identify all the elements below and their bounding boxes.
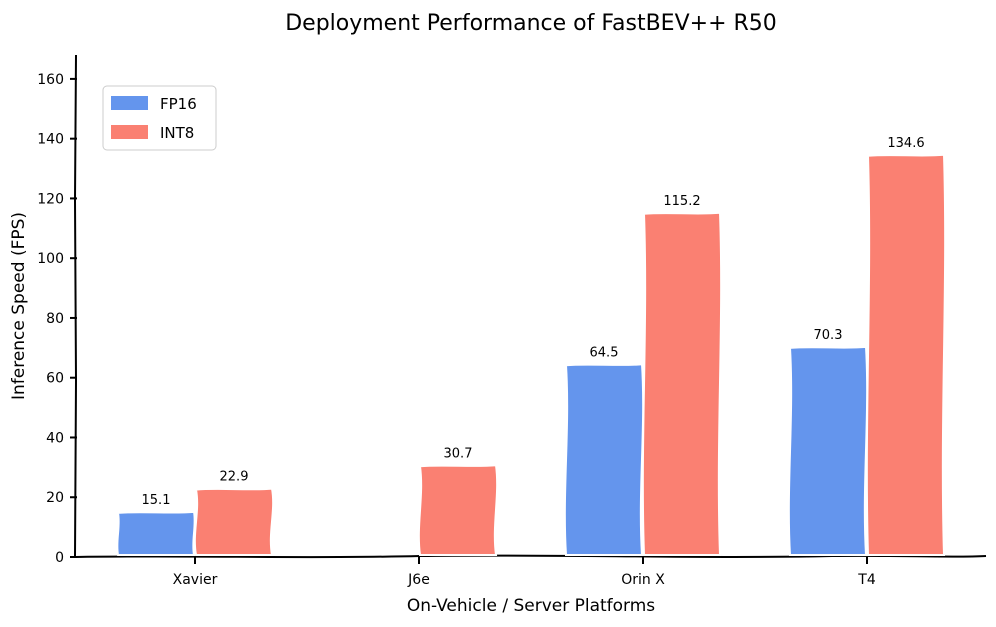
bars: 15.1 64.5 70.3 22.9 30.7 115.2 134.6 [116, 136, 947, 556]
x-tick-label: Xavier [173, 572, 218, 588]
bar-int8-orin-x [641, 211, 723, 556]
y-tick-label: 120 [37, 191, 64, 207]
y-tick-label: 80 [46, 311, 64, 327]
data-label: 22.9 [220, 470, 249, 485]
bar-int8-j6e [417, 464, 499, 556]
legend: FP16 INT8 [102, 85, 217, 151]
data-label: 15.1 [142, 493, 171, 508]
x-axis-label: On-Vehicle / Server Platforms [407, 596, 655, 616]
legend-swatch-fp16 [111, 96, 148, 110]
y-axis [73, 54, 78, 558]
x-tick-label: Orin X [621, 572, 665, 588]
legend-swatch-int8 [111, 125, 148, 139]
y-tick-label: 140 [37, 132, 64, 148]
x-tick-label: T4 [857, 572, 876, 588]
bar-fp16-xavier [116, 510, 196, 556]
data-label: 64.5 [590, 345, 619, 360]
y-tick-label: 60 [46, 371, 64, 387]
y-tick-label: 0 [55, 550, 64, 566]
chart-title: Deployment Performance of FastBEV++ R50 [285, 11, 777, 36]
y-axis-label: Inference Speed (FPS) [9, 212, 29, 400]
bar-int8-xavier [193, 487, 275, 556]
y-tick-label: 40 [46, 430, 64, 446]
x-ticks: Xavier J6e Orin X T4 [173, 557, 876, 588]
y-tick-label: 20 [46, 490, 64, 506]
legend-label-int8: INT8 [160, 124, 194, 142]
data-label: 134.6 [887, 136, 924, 151]
bar-fp16-orin-x [563, 363, 645, 556]
data-label: 115.2 [663, 194, 700, 209]
y-ticks: 0 20 40 60 80 100 120 140 160 [37, 72, 77, 566]
bar-int8-t4 [865, 153, 947, 556]
y-tick-label: 160 [37, 72, 64, 88]
bar-fp16-t4 [787, 345, 869, 556]
y-tick-label: 100 [37, 251, 64, 267]
x-tick-label: J6e [407, 572, 430, 588]
legend-label-fp16: FP16 [160, 95, 197, 113]
data-label: 30.7 [444, 446, 473, 461]
y-axis-line [73, 54, 78, 558]
data-label: 70.3 [814, 328, 843, 343]
